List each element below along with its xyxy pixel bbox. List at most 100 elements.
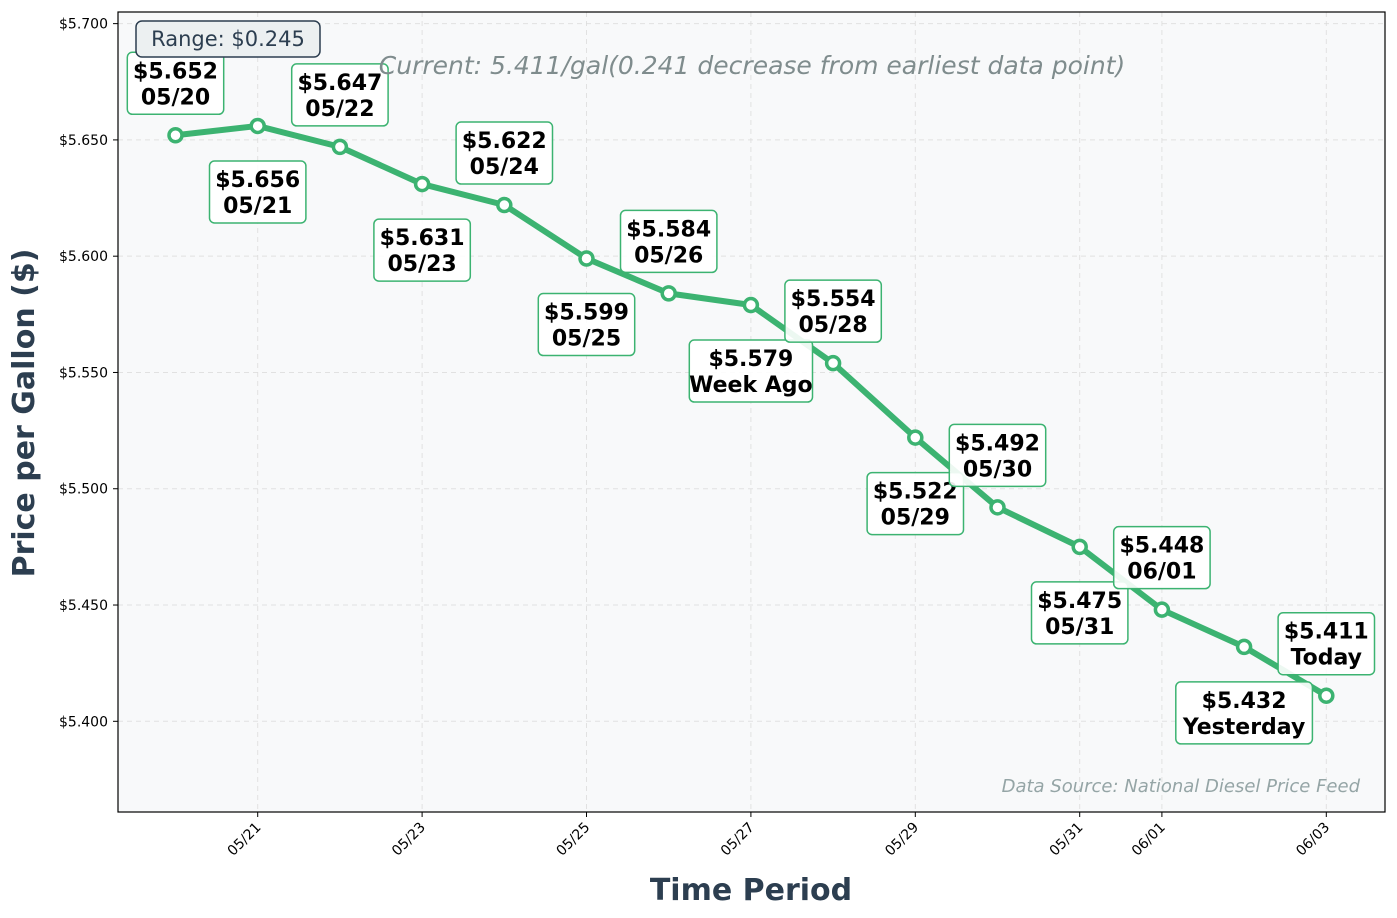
x-tick-label: 06/03 bbox=[1293, 820, 1333, 860]
x-tick-label: 05/27 bbox=[718, 820, 758, 860]
data-label-box bbox=[948, 423, 1047, 488]
y-tick-label: $5.550 bbox=[59, 365, 108, 381]
data-label-date: 05/31 bbox=[1045, 615, 1114, 640]
data-label-box bbox=[373, 218, 472, 282]
data-label-box bbox=[784, 279, 883, 343]
data-label-price: $5.631 bbox=[380, 226, 465, 251]
plot-frame bbox=[117, 11, 1386, 813]
grid bbox=[118, 12, 1385, 812]
data-label-price: $5.475 bbox=[1037, 589, 1122, 614]
data-point bbox=[824, 354, 842, 372]
x-tick-label: 05/23 bbox=[389, 820, 429, 860]
data-label-box bbox=[1030, 581, 1129, 645]
data-label-price: $5.652 bbox=[133, 59, 218, 84]
data-label-box bbox=[290, 63, 389, 127]
data-point bbox=[249, 117, 266, 135]
data-label-price: $5.584 bbox=[626, 217, 711, 242]
data-point bbox=[167, 127, 184, 144]
data-label-price: $5.656 bbox=[215, 168, 300, 193]
data-label-date: 05/29 bbox=[881, 506, 950, 531]
data-label-price: $5.647 bbox=[297, 71, 382, 96]
data-label-box bbox=[688, 339, 814, 403]
data-label-box bbox=[1277, 611, 1376, 676]
x-tick-label: 06/01 bbox=[1129, 820, 1169, 860]
data-point bbox=[413, 175, 431, 193]
data-label-price: $5.411 bbox=[1284, 620, 1369, 645]
data-label-box bbox=[866, 471, 965, 536]
data-label-box bbox=[1175, 681, 1314, 745]
x-axis-title: Time Period bbox=[650, 873, 852, 908]
x-tick-label: 05/25 bbox=[553, 820, 593, 860]
data-point bbox=[578, 250, 595, 267]
data-label-date: 05/25 bbox=[552, 327, 621, 352]
y-tick-label: $5.450 bbox=[59, 598, 108, 614]
data-point bbox=[1318, 687, 1335, 704]
y-tick-label: $5.600 bbox=[59, 249, 108, 265]
data-label-date: Yesterday bbox=[1182, 715, 1305, 740]
data-point bbox=[331, 138, 349, 156]
data-label-date: 06/01 bbox=[1127, 560, 1196, 585]
data-label-price: $5.492 bbox=[955, 431, 1040, 456]
data-label-date: 05/21 bbox=[223, 194, 292, 219]
data-label-price: $5.554 bbox=[791, 287, 876, 312]
data-label-date: Today bbox=[1291, 646, 1362, 671]
y-tick-label: $5.500 bbox=[59, 482, 108, 498]
data-label-box bbox=[455, 121, 554, 185]
y-tick-label: $5.650 bbox=[59, 133, 108, 149]
data-point bbox=[1071, 538, 1088, 556]
data-label-date: 05/26 bbox=[634, 243, 703, 268]
range-box bbox=[135, 20, 321, 58]
data-point bbox=[989, 499, 1006, 516]
data-label-box bbox=[1112, 525, 1211, 590]
y-tick-label: $5.700 bbox=[59, 17, 108, 33]
range-text: Range: $0.245 bbox=[151, 27, 305, 51]
data-label-date: 05/20 bbox=[141, 85, 210, 110]
data-label-price: $5.432 bbox=[1202, 689, 1287, 714]
data-label-date: 05/28 bbox=[798, 313, 867, 338]
data-source-note: Data Source: National Diesel Price Feed bbox=[1002, 776, 1361, 797]
data-point bbox=[742, 296, 760, 314]
data-labels: $5.65205/20$5.65605/21$5.64705/22$5.6310… bbox=[126, 51, 1376, 745]
data-label-date: 05/23 bbox=[387, 252, 456, 277]
data-label-box bbox=[537, 292, 636, 357]
data-label-date: Week Ago bbox=[689, 373, 813, 398]
data-label-date: 05/22 bbox=[305, 97, 374, 122]
x-tick-label: 05/21 bbox=[225, 820, 265, 860]
data-label-date: 05/24 bbox=[470, 155, 539, 180]
data-point bbox=[1153, 601, 1171, 618]
data-label-price: $5.599 bbox=[544, 301, 629, 326]
data-point bbox=[496, 196, 513, 214]
data-label-price: $5.622 bbox=[462, 129, 547, 154]
data-label-date: 05/30 bbox=[963, 457, 1032, 482]
y-axis-title: Price per Gallon ($) bbox=[7, 249, 42, 578]
data-label-price: $5.579 bbox=[708, 347, 793, 372]
data-point bbox=[907, 429, 924, 446]
data-label-box bbox=[208, 160, 307, 224]
range-annotation: Range: $0.245 bbox=[135, 20, 321, 58]
data-label-price: $5.448 bbox=[1119, 534, 1204, 559]
data-label-price: $5.522 bbox=[873, 480, 958, 505]
current-price-annotation: Current: 5.411/gal(0.241 decrease from e… bbox=[379, 51, 1125, 80]
data-point bbox=[1235, 638, 1253, 656]
x-tick-label: 05/29 bbox=[882, 820, 922, 860]
y-tick-label: $5.400 bbox=[59, 714, 108, 730]
data-label-box bbox=[619, 209, 718, 274]
data-point bbox=[660, 285, 677, 302]
x-tick-label: 05/31 bbox=[1047, 820, 1087, 860]
